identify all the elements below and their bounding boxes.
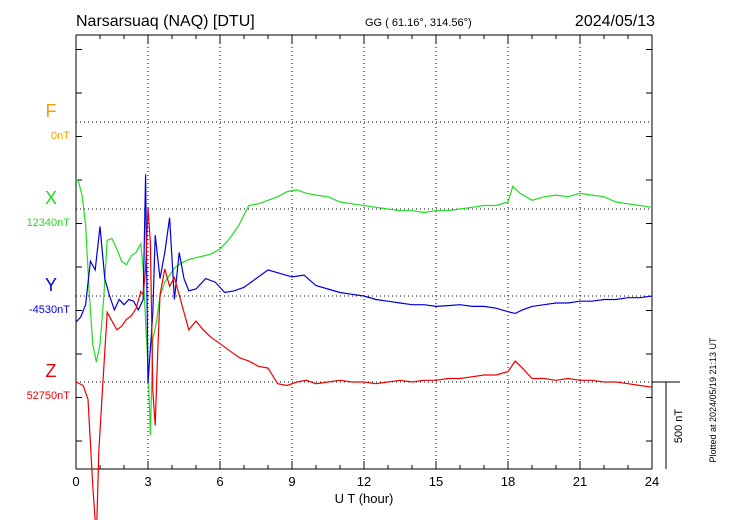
axis-ticks: 0 3 6 9 12 15 18 21 24 [72, 35, 659, 489]
grid [76, 35, 652, 469]
series-baseline-x: 12340nT [27, 217, 71, 229]
series-baseline-z: 52750nT [27, 390, 71, 402]
series-baseline-y: -4530nT [29, 304, 70, 316]
plotted-at-note: Plotted at 2024/05/19 21:13 UT [708, 337, 718, 463]
station-title: Narsarsuaq (NAQ) [DTU] [76, 13, 255, 30]
scale-bar: 500 nT [652, 381, 685, 469]
station-coordinates: GG ( 61.16°, 314.56°) [365, 17, 472, 29]
x-tick-label: 15 [429, 474, 443, 489]
series-line-y [75, 174, 653, 384]
x-tick-label: 24 [645, 474, 659, 489]
x-tick-label: 12 [357, 474, 371, 489]
series-line-z [75, 207, 653, 520]
series-line-x [75, 178, 653, 436]
series-labels: F 0nT X 12340nT Y -4530nT Z 52750nT [27, 101, 71, 402]
series-baseline-f: 0nT [51, 130, 70, 142]
x-axis-label: U T (hour) [335, 491, 394, 506]
x-tick-label: 21 [573, 474, 587, 489]
series-group [75, 174, 653, 520]
series-name-f: F [46, 101, 57, 121]
x-tick-label: 18 [501, 474, 515, 489]
x-tick-label: 3 [144, 474, 151, 489]
plot-date: 2024/05/13 [575, 13, 655, 30]
series-name-z: Z [46, 361, 57, 381]
series-name-x: X [45, 188, 57, 208]
scale-bar-label: 500 nT [673, 409, 685, 444]
x-tick-label: 6 [216, 474, 223, 489]
x-tick-label: 0 [72, 474, 79, 489]
x-tick-label: 9 [288, 474, 295, 489]
series-name-y: Y [45, 275, 57, 295]
